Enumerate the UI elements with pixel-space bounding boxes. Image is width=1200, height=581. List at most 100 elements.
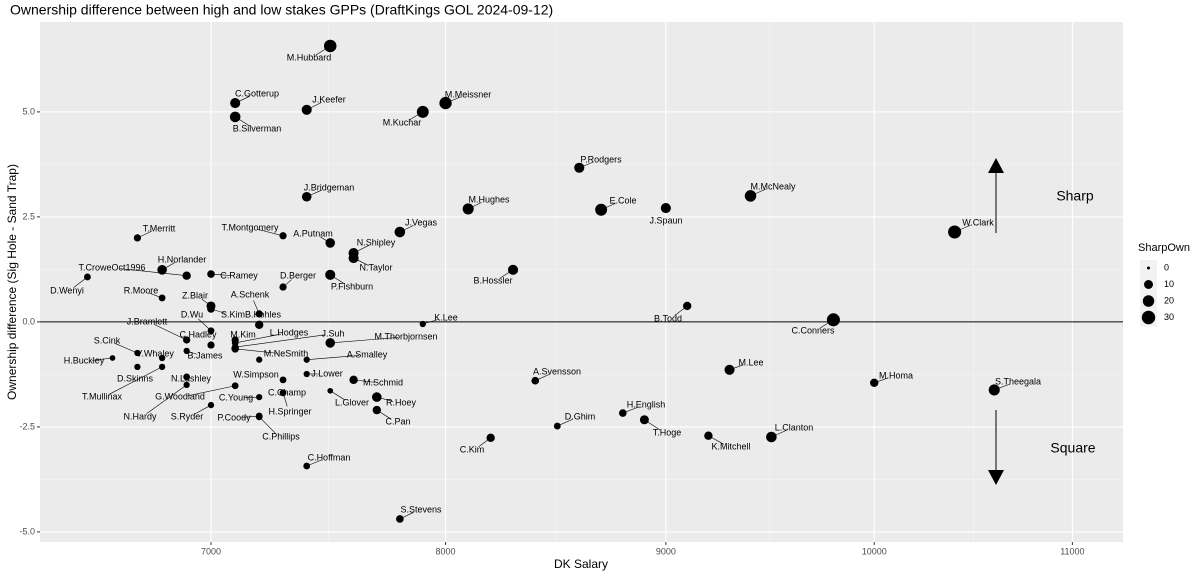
- point-label: L.Hodges: [270, 327, 309, 337]
- point: [640, 415, 649, 424]
- point-label: V.Whaley: [136, 348, 174, 358]
- point: [372, 392, 382, 402]
- point: [280, 376, 287, 383]
- point: [207, 270, 215, 278]
- y-tick-label: -5.0: [19, 526, 35, 536]
- point-label: E.Cole: [609, 195, 636, 205]
- point-label: S.Stevens: [400, 504, 442, 514]
- point-label: D.Wenyi: [50, 285, 84, 295]
- point: [619, 409, 627, 417]
- point: [134, 364, 140, 370]
- y-tick-label: 5.0: [22, 106, 35, 116]
- legend-symbol: [1147, 267, 1150, 270]
- point: [724, 365, 734, 375]
- point-label: C.Ramey: [220, 270, 258, 280]
- point-label: D.Skinns: [117, 373, 154, 383]
- point-label: L.Glover: [335, 397, 369, 407]
- point: [134, 234, 141, 241]
- chart-title: Ownership difference between high and lo…: [10, 2, 553, 18]
- point-label: J.Bridgeman: [304, 182, 355, 192]
- point-label: P.Coody: [217, 412, 251, 422]
- y-tick-label: -2.5: [19, 421, 35, 431]
- point-label: C.Kim: [460, 444, 485, 454]
- point: [661, 203, 671, 213]
- point: [279, 283, 286, 290]
- point-label: H.English: [627, 399, 666, 409]
- point: [870, 379, 878, 387]
- point: [395, 227, 406, 238]
- point: [304, 357, 310, 363]
- x-tick-label: 10000: [862, 546, 887, 556]
- y-tick-label: 2.5: [22, 211, 35, 221]
- point-label: J.Bramlett: [127, 316, 168, 326]
- point: [766, 432, 777, 443]
- legend-label: 0: [1164, 262, 1169, 272]
- point-label: N.Hardy: [123, 411, 157, 421]
- point-label: T.Merritt: [143, 223, 176, 233]
- point: [230, 112, 241, 123]
- point: [327, 388, 333, 394]
- point-label: B.Hossler: [473, 275, 512, 285]
- point: [232, 382, 239, 389]
- point-label: P.Rodgers: [580, 154, 622, 164]
- point-label: T.Mullinax: [82, 391, 123, 401]
- point: [110, 355, 116, 361]
- point-label: J.Vegas: [405, 217, 438, 227]
- point: [349, 376, 357, 384]
- point: [508, 265, 518, 275]
- y-axis-title: Ownership difference (Sig Hole - Sand Tr…: [5, 164, 19, 400]
- point-label: C.Young: [219, 392, 253, 402]
- x-axis-title: DK Salary: [554, 557, 608, 571]
- x-tick-label: 9000: [656, 546, 676, 556]
- point: [279, 232, 286, 239]
- point-label: M.Lee: [738, 357, 763, 367]
- point-label: C.Hoffman: [308, 452, 351, 462]
- point-label: A.Schenk: [231, 289, 270, 299]
- point-label: N.Shipley: [357, 237, 396, 247]
- x-tick-label: 11000: [1060, 546, 1084, 556]
- point-label: C.Phillips: [262, 431, 300, 441]
- point-label: B.Silverman: [233, 123, 282, 133]
- point-label: C.Conners: [791, 325, 835, 335]
- point-label: M.Kim: [230, 329, 256, 339]
- point-label: S.Ryder: [171, 411, 204, 421]
- x-tick-label: 7000: [201, 546, 221, 556]
- point-label: A.Smalley: [347, 349, 388, 359]
- legend-label: 10: [1164, 279, 1174, 289]
- point-label: C.Champ: [268, 387, 306, 397]
- point: [420, 321, 426, 327]
- point-label: D.Wu: [181, 309, 203, 319]
- point: [84, 274, 91, 281]
- point: [303, 463, 310, 470]
- point: [683, 302, 691, 310]
- annotation: Square: [1050, 440, 1095, 456]
- point: [373, 406, 381, 414]
- point-label: K.Lee: [434, 312, 458, 322]
- point-label: S.Theegala: [995, 376, 1041, 386]
- point: [280, 389, 287, 396]
- point-label: M.Schmid: [363, 377, 403, 387]
- point-label: C.Pan: [385, 416, 410, 426]
- point: [324, 40, 336, 52]
- legend-symbol: [1143, 295, 1154, 306]
- point-label: D.Ghim: [565, 411, 596, 421]
- point-label: B.James: [187, 350, 223, 360]
- point-label: A.Svensson: [533, 366, 581, 376]
- point-label: H.Buckley: [64, 355, 105, 365]
- point-label: M.McNealy: [750, 181, 796, 191]
- point-label: W.Simpson: [233, 369, 279, 379]
- point-label: C.Gotterup: [235, 88, 279, 98]
- point: [256, 394, 262, 400]
- point: [302, 105, 312, 115]
- point-label: T.Montgomery: [221, 222, 279, 232]
- point: [182, 272, 190, 280]
- point: [417, 106, 429, 118]
- point-label: J.Suh: [321, 328, 344, 338]
- point-label: C.Hadley: [179, 329, 217, 339]
- point-label: M.Thorbjornsen: [374, 331, 437, 341]
- point-label: M.Homa: [879, 370, 913, 380]
- point: [159, 364, 165, 370]
- point-label: S.Kim: [221, 309, 245, 319]
- point: [207, 305, 215, 313]
- point: [745, 190, 756, 201]
